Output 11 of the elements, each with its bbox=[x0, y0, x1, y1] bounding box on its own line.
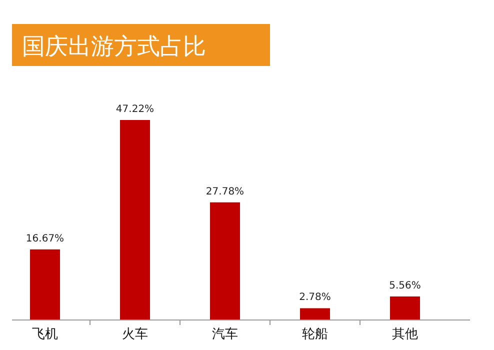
x-tick-label: 飞机 bbox=[32, 327, 58, 342]
x-tick-label: 轮船 bbox=[302, 327, 328, 342]
x-tick-label: 汽车 bbox=[212, 327, 238, 342]
data-label: 2.78% bbox=[299, 292, 331, 304]
data-label: 16.67% bbox=[26, 233, 64, 244]
x-tick-label: 火车 bbox=[122, 327, 148, 342]
data-label: 27.78% bbox=[206, 186, 244, 198]
title: 国庆出游方式占比 bbox=[22, 34, 206, 60]
data-label: 47.22% bbox=[116, 104, 154, 115]
x-tick-label: 其他 bbox=[392, 327, 418, 342]
data-label: 5.56% bbox=[389, 280, 421, 292]
